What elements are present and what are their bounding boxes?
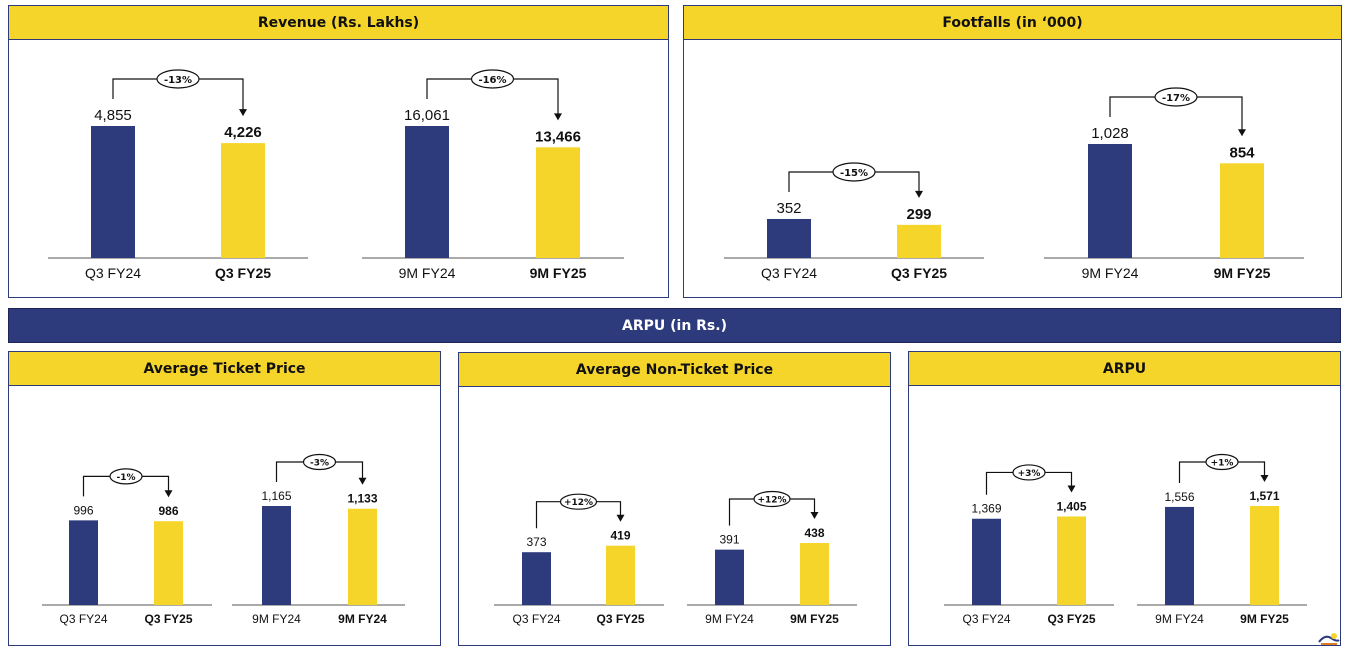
- change-badge: [832, 162, 876, 182]
- arrow-down-icon: [616, 514, 625, 522]
- category-label: Q3 FY24: [512, 612, 560, 626]
- change-percent: -13%: [164, 75, 192, 86]
- bar-atp_q3-0: [69, 520, 98, 605]
- category-label: Q3 FY25: [144, 612, 192, 626]
- category-label: 9M FY25: [1214, 265, 1271, 281]
- data-label: 419: [610, 529, 630, 543]
- bar-arpu_q3-0: [972, 518, 1001, 605]
- arrow-down-icon: [810, 512, 819, 519]
- bar-footfalls_9m-0: [1088, 144, 1132, 258]
- antp-panel-title: Average Non-Ticket Price: [459, 353, 890, 387]
- revenue-panel-title: Revenue (Rs. Lakhs): [9, 6, 668, 40]
- bar-atp_9m-1: [348, 508, 377, 605]
- arrow-down-icon: [554, 113, 562, 121]
- arrow-down-icon: [1067, 485, 1076, 493]
- change-badge: [109, 468, 143, 485]
- data-label: 1,405: [1056, 499, 1086, 513]
- data-label: 438: [804, 526, 824, 540]
- data-label: 373: [526, 535, 546, 549]
- bar-revenue_9m-1: [536, 147, 580, 258]
- category-label: 9M FY24: [399, 265, 456, 281]
- data-label: 1,028: [1091, 125, 1129, 142]
- arrow-down-icon: [1260, 475, 1269, 482]
- category-label: Q3 FY25: [596, 612, 644, 626]
- footfalls-panel-title: Footfalls (in ‘000): [684, 6, 1341, 40]
- category-label: Q3 FY25: [1047, 612, 1095, 626]
- atp-panel-title: Average Ticket Price: [9, 352, 440, 386]
- data-label: 4,226: [224, 124, 262, 141]
- change-percent: -17%: [1162, 93, 1190, 104]
- bar-revenue_q3-0: [91, 126, 135, 258]
- change-badge: [470, 69, 515, 89]
- arrow-down-icon: [915, 190, 923, 198]
- data-label: 1,571: [1249, 489, 1279, 503]
- change-percent: +1%: [1211, 459, 1234, 469]
- bar-arpu_9m-0: [1165, 506, 1194, 605]
- category-label: Q3 FY24: [59, 612, 107, 626]
- data-label: 352: [776, 200, 801, 217]
- change-percent: -3%: [310, 459, 329, 469]
- data-label: 1,369: [971, 502, 1001, 516]
- data-label: 1,133: [347, 492, 377, 506]
- change-badge: [1205, 453, 1239, 471]
- category-label: Q3 FY24: [761, 265, 817, 281]
- category-label: 9M FY25: [1240, 612, 1289, 626]
- arrow-down-icon: [239, 109, 247, 117]
- change-percent: +12%: [564, 498, 593, 508]
- category-label: 9M FY24: [1082, 265, 1139, 281]
- category-label: 9M FY25: [790, 612, 839, 626]
- change-badge: [753, 490, 791, 508]
- change-percent: +12%: [757, 496, 786, 506]
- data-label: 986: [158, 504, 178, 518]
- data-label: 391: [719, 533, 739, 547]
- change-badge: [1154, 87, 1198, 107]
- bar-revenue_9m-0: [405, 126, 449, 258]
- category-label: Q3 FY25: [215, 265, 271, 281]
- bar-atp_q3-1: [154, 521, 183, 605]
- bar-arpu_9m-1: [1250, 506, 1279, 605]
- change-percent: -16%: [478, 75, 506, 86]
- change-badge: [1012, 464, 1046, 481]
- category-label: 9M FY24: [252, 612, 301, 626]
- bar-footfalls_9m-1: [1220, 163, 1264, 258]
- bar-arpu_q3-1: [1057, 516, 1086, 605]
- bar-antp_q3-1: [606, 545, 635, 605]
- bar-footfalls_q3-1: [897, 224, 941, 258]
- arrow-down-icon: [1238, 129, 1246, 137]
- category-label: 9M FY25: [530, 265, 587, 281]
- change-badge: [559, 493, 598, 510]
- brand-logo-icon: [1318, 633, 1340, 645]
- bar-revenue_q3-1: [221, 143, 265, 258]
- arrow-down-icon: [358, 477, 367, 485]
- arpu-panel-title: ARPU: [909, 352, 1340, 386]
- category-label: Q3 FY25: [891, 265, 947, 281]
- change-badge: [156, 69, 200, 89]
- category-label: 9M FY24: [1155, 612, 1204, 626]
- data-label: 996: [73, 503, 93, 517]
- data-label: 854: [1229, 144, 1255, 161]
- data-label: 299: [906, 206, 931, 223]
- data-label: 1,165: [261, 489, 291, 503]
- change-percent: +3%: [1018, 469, 1041, 479]
- data-label: 4,855: [94, 107, 132, 124]
- bar-footfalls_q3-0: [767, 218, 811, 258]
- change-percent: -15%: [840, 168, 868, 179]
- category-label: Q3 FY24: [85, 265, 141, 281]
- change-badge: [302, 453, 337, 471]
- data-label: 13,466: [535, 128, 581, 145]
- change-percent: -1%: [116, 473, 135, 483]
- category-label: 9M FY24: [705, 612, 754, 626]
- bar-antp_9m-1: [800, 543, 829, 605]
- data-label: 16,061: [404, 107, 450, 124]
- category-label: 9M FY24: [338, 612, 387, 626]
- bar-atp_9m-0: [262, 506, 291, 605]
- bar-antp_q3-0: [522, 552, 551, 605]
- category-label: Q3 FY24: [962, 612, 1010, 626]
- bar-antp_9m-0: [715, 549, 744, 605]
- data-label: 1,556: [1164, 490, 1194, 504]
- arpu-section-banner: ARPU (in Rs.): [8, 308, 1341, 343]
- arrow-down-icon: [164, 490, 173, 498]
